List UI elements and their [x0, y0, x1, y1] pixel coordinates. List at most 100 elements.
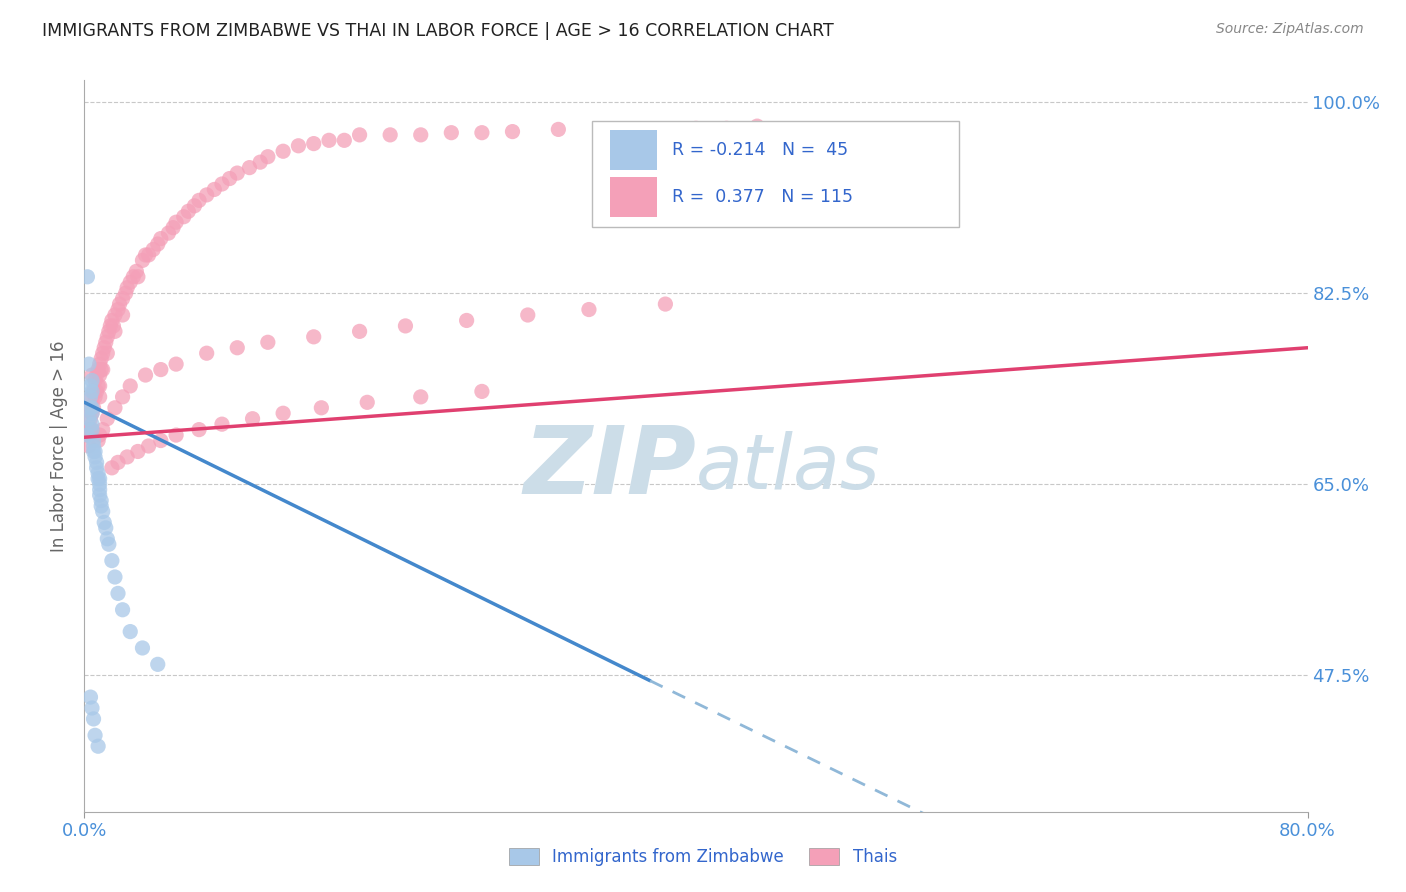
Point	[162, 220, 184, 235]
Point	[409, 128, 432, 142]
Point	[87, 739, 110, 754]
Point	[271, 406, 294, 420]
Point	[349, 324, 371, 338]
Point	[578, 302, 600, 317]
Point	[76, 428, 98, 442]
Point	[87, 362, 110, 376]
Point	[94, 521, 117, 535]
Point	[76, 269, 98, 284]
Point	[349, 128, 371, 142]
Point	[104, 324, 127, 338]
Point	[79, 390, 101, 404]
Point	[122, 269, 145, 284]
Point	[165, 357, 187, 371]
Point	[202, 182, 225, 196]
Point	[80, 390, 103, 404]
Point	[87, 467, 110, 481]
Point	[87, 379, 110, 393]
Point	[138, 248, 160, 262]
Point	[90, 499, 112, 513]
Point	[302, 136, 325, 151]
Point	[257, 335, 280, 350]
Point	[80, 406, 103, 420]
Point	[89, 390, 111, 404]
Point	[97, 324, 120, 338]
Point	[80, 368, 103, 382]
Point	[79, 379, 101, 393]
Point	[456, 313, 478, 327]
Point	[111, 390, 134, 404]
Point	[84, 390, 107, 404]
Point	[83, 444, 105, 458]
Point	[120, 624, 142, 639]
Point	[135, 368, 157, 382]
Point	[394, 318, 416, 333]
Point	[146, 657, 169, 672]
Point	[502, 125, 524, 139]
Point	[80, 374, 103, 388]
Point	[93, 341, 115, 355]
Point	[108, 297, 131, 311]
Point	[89, 472, 111, 486]
Point	[84, 450, 107, 464]
Point	[211, 177, 233, 191]
Point	[91, 504, 114, 518]
Point	[127, 269, 149, 284]
Point	[211, 417, 233, 432]
Point	[107, 455, 129, 469]
Point	[685, 121, 707, 136]
Point	[89, 379, 111, 393]
Point	[97, 537, 120, 551]
Point	[127, 444, 149, 458]
Point	[86, 384, 108, 399]
Point	[111, 308, 134, 322]
Point	[101, 554, 124, 568]
Point	[80, 423, 103, 437]
Point	[188, 423, 211, 437]
Point	[471, 384, 494, 399]
Point	[287, 138, 309, 153]
Point	[142, 243, 165, 257]
Point	[157, 226, 180, 240]
Point	[188, 194, 211, 208]
Point	[638, 122, 661, 136]
Text: IMMIGRANTS FROM ZIMBABWE VS THAI IN LABOR FORCE | AGE > 16 CORRELATION CHART: IMMIGRANTS FROM ZIMBABWE VS THAI IN LABO…	[42, 22, 834, 40]
Text: Source: ZipAtlas.com: Source: ZipAtlas.com	[1216, 22, 1364, 37]
Point	[226, 166, 249, 180]
Point	[80, 701, 103, 715]
Point	[90, 493, 112, 508]
Point	[120, 379, 142, 393]
Point	[114, 286, 136, 301]
Point	[125, 264, 148, 278]
Point	[111, 603, 134, 617]
Point	[115, 450, 138, 464]
Point	[333, 133, 356, 147]
Point	[80, 406, 103, 420]
Point	[747, 119, 769, 133]
Point	[149, 434, 172, 448]
Point	[107, 586, 129, 600]
Text: R =  0.377   N = 115: R = 0.377 N = 115	[672, 188, 852, 206]
Y-axis label: In Labor Force | Age > 16: In Labor Force | Age > 16	[51, 340, 69, 552]
Point	[104, 308, 127, 322]
Point	[96, 330, 118, 344]
Bar	[610, 177, 657, 217]
Point	[138, 439, 160, 453]
Point	[115, 281, 138, 295]
Point	[238, 161, 260, 175]
Point	[86, 455, 108, 469]
Text: ZIP: ZIP	[523, 422, 696, 514]
Point	[242, 411, 264, 425]
Point	[516, 308, 538, 322]
Point	[183, 199, 205, 213]
Point	[409, 390, 432, 404]
Point	[547, 122, 569, 136]
Point	[471, 126, 494, 140]
Point	[80, 417, 103, 432]
Point	[83, 439, 105, 453]
Point	[98, 318, 121, 333]
Point	[90, 351, 112, 366]
Point	[89, 488, 111, 502]
Point	[89, 477, 111, 491]
Point	[177, 204, 200, 219]
